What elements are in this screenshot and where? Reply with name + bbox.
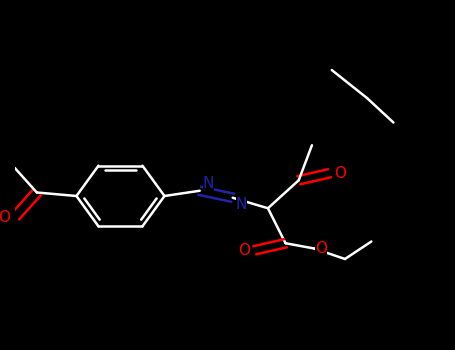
Text: N: N — [203, 176, 214, 191]
Text: N: N — [236, 197, 247, 212]
Text: O: O — [0, 210, 10, 224]
Text: O: O — [334, 166, 347, 181]
Text: O: O — [315, 241, 327, 256]
Text: O: O — [238, 243, 250, 258]
